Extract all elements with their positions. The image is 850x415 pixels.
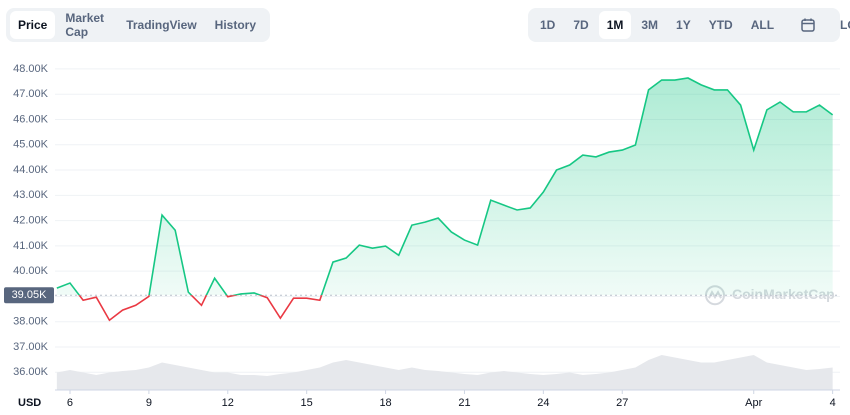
x-tick-label: 24 [537,397,549,409]
calendar-button[interactable] [800,17,816,33]
x-tick-label: 9 [146,397,152,409]
tab-button[interactable]: TradingView [126,18,197,32]
tab-button[interactable]: Market Cap [65,11,105,39]
range-button[interactable]: YTD [708,18,733,32]
price-line-up [56,77,834,296]
x-tick-label: 12 [222,397,234,409]
y-tick-label: 46.00K [13,113,49,125]
y-tick-label: 47.00K [13,88,49,100]
x-tick-label: 21 [458,397,470,409]
y-tick-label: 36.00K [13,366,49,378]
range-button[interactable]: 7D [573,18,589,32]
tab-group: Price Market Cap TradingView History [6,8,270,42]
range-button[interactable]: 1M [598,11,632,39]
x-tick-label: 18 [379,397,391,409]
x-tick-label: 6 [67,397,73,409]
y-tick-label: 48.00K [13,63,49,75]
range-button[interactable]: ALL [750,18,775,32]
y-tick-label: 41.00K [13,240,49,252]
x-tick-label: 27 [616,397,628,409]
price-area [56,78,833,296]
y-tick-label: 45.00K [13,139,49,151]
y-tick-label: 40.00K [13,265,49,277]
baseline-label: 39.05K [12,289,48,301]
range-button[interactable]: 1D [540,18,556,32]
log-toggle[interactable]: LOG [840,18,850,32]
y-tick-label: 38.00K [13,316,49,328]
y-tick-label: 37.00K [13,341,49,353]
currency-label: USD [18,397,41,409]
y-tick-label: 43.00K [13,189,49,201]
range-group: 1D 7D 1M 3M 1Y YTD ALL LOG [528,8,850,42]
x-tick-label: 4 [830,397,836,409]
baseline-label-box [4,287,54,304]
x-tick-label: 15 [301,397,313,409]
y-tick-label: 44.00K [13,164,49,176]
range-button[interactable]: 3M [641,18,659,32]
range-button[interactable]: 1Y [676,18,691,32]
x-tick-label: Apr [745,397,762,409]
y-tick-label: 42.00K [13,215,49,227]
volume-area [56,355,833,390]
tab-button[interactable]: History [214,18,256,32]
calendar-icon [801,18,815,32]
tab-button[interactable]: Price [10,11,56,39]
